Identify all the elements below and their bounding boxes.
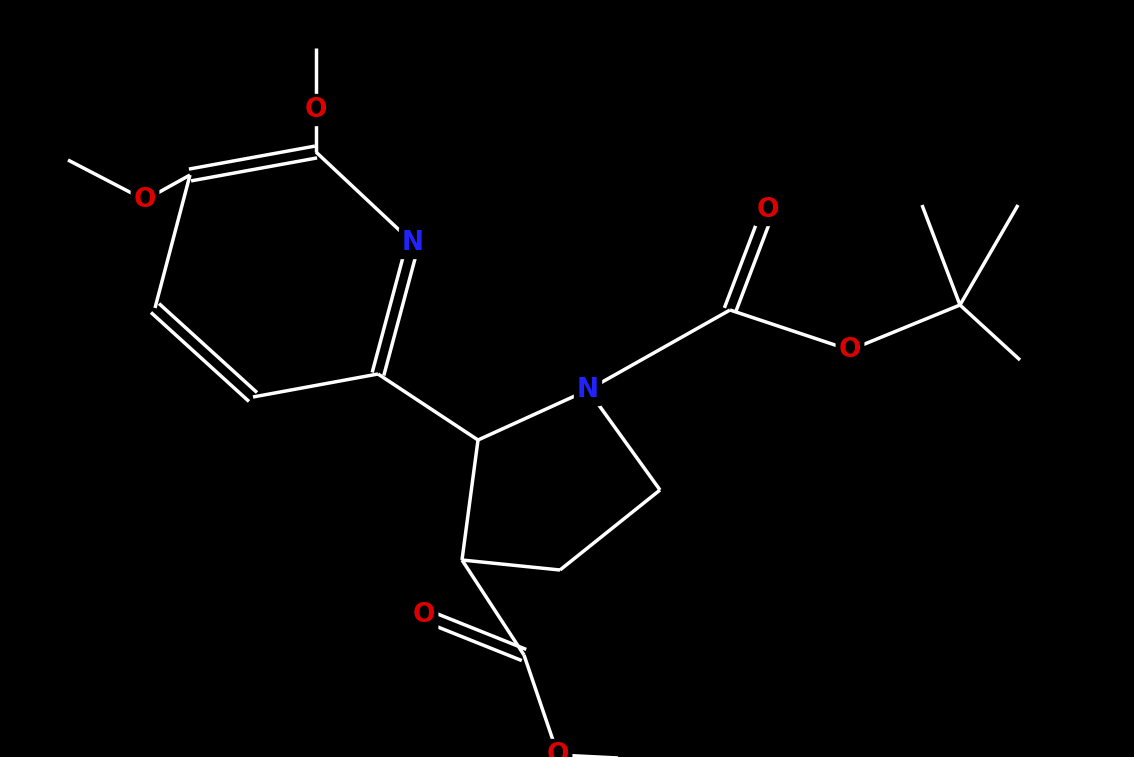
Text: O: O	[547, 742, 569, 757]
Text: O: O	[839, 337, 861, 363]
Text: O: O	[413, 602, 435, 628]
Text: N: N	[401, 230, 424, 256]
Text: O: O	[756, 197, 779, 223]
Text: O: O	[305, 97, 328, 123]
Text: O: O	[134, 187, 156, 213]
Text: N: N	[577, 377, 599, 403]
